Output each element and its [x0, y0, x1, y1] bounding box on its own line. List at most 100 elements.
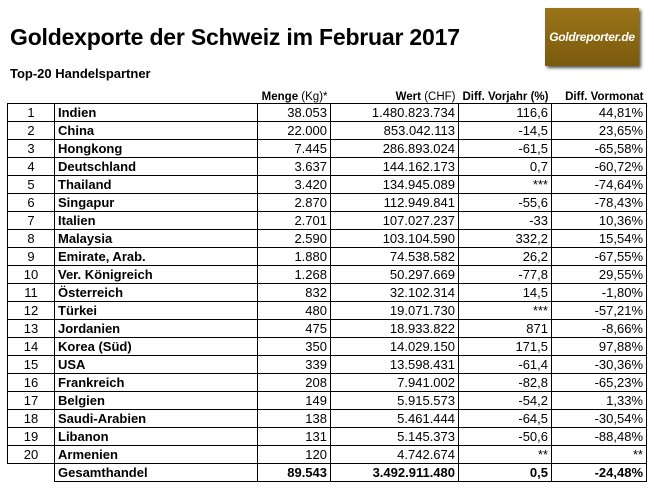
cell-wert: 144.162.173: [330, 157, 459, 176]
cell-rank: 7: [7, 211, 55, 230]
cell-menge: 480: [257, 301, 331, 320]
cell-menge: 2.590: [257, 229, 331, 248]
cell-menge: 22.000: [257, 121, 331, 140]
table-row: 20 Armenien 120 4.742.674 ** **: [7, 445, 647, 464]
cell-wert: 5.915.573: [330, 391, 459, 410]
subtitle: Top-20 Handelspartner: [10, 66, 151, 81]
cell-vorjahr: ***: [458, 301, 552, 320]
cell-vormonat: 29,55%: [551, 265, 647, 284]
cell-wert: 1.480.823.734: [330, 103, 459, 122]
cell-rank: 9: [7, 247, 55, 266]
cell-vorjahr: -14,5: [458, 121, 552, 140]
cell-rank: 19: [7, 427, 55, 446]
table-row: 18 Saudi-Arabien 138 5.461.444 -64,5 -30,54%: [7, 409, 647, 428]
cell-vorjahr: -61,5: [458, 139, 552, 158]
table-row: 13 Jordanien 475 18.933.822 871 -8,66%: [7, 319, 647, 338]
cell-rank: 4: [7, 157, 55, 176]
cell-vormonat: -30,36%: [551, 355, 647, 374]
cell-wert: 13.598.431: [330, 355, 459, 374]
cell-vorjahr: -54,2: [458, 391, 552, 410]
cell-country: Deutschland: [54, 157, 258, 176]
cell-rank: 11: [7, 283, 55, 302]
cell-vorjahr: 332,2: [458, 229, 552, 248]
cell-vormonat: -65,23%: [551, 373, 647, 392]
cell-rank: 10: [7, 265, 55, 284]
table-row: 11 Österreich 832 32.102.314 14,5 -1,80%: [7, 283, 647, 302]
table-row: 4 Deutschland 3.637 144.162.173 0,7 -60,72%: [7, 157, 647, 176]
table-row: 2 China 22.000 853.042.113 -14,5 23,65%: [7, 121, 647, 140]
header-menge: Menge (Kg)*: [261, 91, 328, 103]
goldreporter-logo: Goldreporter.de: [545, 8, 639, 66]
cell-menge: 350: [257, 337, 331, 356]
cell-vorjahr: -77,8: [458, 265, 552, 284]
cell-vorjahr: ***: [458, 175, 552, 194]
table-row: 8 Malaysia 2.590 103.104.590 332,2 15,54%: [7, 229, 647, 248]
cell-wert: 14.029.150: [330, 337, 459, 356]
cell-menge: 1.268: [257, 265, 331, 284]
table-row: 5 Thailand 3.420 134.945.089 *** -74,64%: [7, 175, 647, 194]
cell-vorjahr: **: [458, 445, 552, 464]
cell-vorjahr: 14,5: [458, 283, 552, 302]
cell-menge: 832: [257, 283, 331, 302]
table-row: 6 Singapur 2.870 112.949.841 -55,6 -78,43%: [7, 193, 647, 212]
gold-export-table: Menge (Kg)* Wert (CHF) Diff. Vorjahr (%)…: [7, 86, 647, 482]
cell-vormonat: -1,80%: [551, 283, 647, 302]
cell-vormonat: 15,54%: [551, 229, 647, 248]
cell-vormonat: 44,81%: [551, 103, 647, 122]
cell-vorjahr: -64,5: [458, 409, 552, 428]
cell-rank: 17: [7, 391, 55, 410]
cell-vormonat: 10,36%: [551, 211, 647, 230]
cell-vormonat: -8,66%: [551, 319, 647, 338]
cell-vormonat: -60,72%: [551, 157, 647, 176]
table-row: 7 Italien 2.701 107.027.237 -33 10,36%: [7, 211, 647, 230]
cell-country: Jordanien: [54, 319, 258, 338]
cell-rank: 14: [7, 337, 55, 356]
blank-cell: [7, 463, 55, 482]
cell-country: Emirate, Arab.: [54, 247, 258, 266]
cell-country: Italien: [54, 211, 258, 230]
cell-menge: 138: [257, 409, 331, 428]
cell-menge: 7.445: [257, 139, 331, 158]
cell-vormonat: 1,33%: [551, 391, 647, 410]
cell-vorjahr: -33: [458, 211, 552, 230]
cell-wert: 32.102.314: [330, 283, 459, 302]
cell-vorjahr: 116,6: [458, 103, 552, 122]
cell-wert: 50.297.669: [330, 265, 459, 284]
cell-vorjahr: -50,6: [458, 427, 552, 446]
cell-vorjahr: -61,4: [458, 355, 552, 374]
cell-vormonat: **: [551, 445, 647, 464]
header-wert: Wert (CHF): [395, 91, 456, 103]
cell-vormonat: -30,54%: [551, 409, 647, 428]
header-vormonat: Diff. Vormonat: [565, 91, 644, 103]
cell-vormonat: -67,55%: [551, 247, 647, 266]
table-row: 3 Hongkong 7.445 286.893.024 -61,5 -65,58%: [7, 139, 647, 158]
header-vorjahr: Diff. Vorjahr (%): [462, 91, 549, 103]
total-label: Gesamthandel: [54, 463, 258, 482]
cell-menge: 2.870: [257, 193, 331, 212]
table-row: 16 Frankreich 208 7.941.002 -82,8 -65,23%: [7, 373, 647, 392]
cell-rank: 13: [7, 319, 55, 338]
table-header: Menge (Kg)* Wert (CHF) Diff. Vorjahr (%)…: [8, 86, 647, 104]
cell-vorjahr: 0,7: [458, 157, 552, 176]
cell-wert: 107.027.237: [330, 211, 459, 230]
cell-menge: 3.637: [257, 157, 331, 176]
cell-country: Singapur: [54, 193, 258, 212]
cell-rank: 5: [7, 175, 55, 194]
cell-vormonat: -65,58%: [551, 139, 647, 158]
total-row: Gesamthandel 89.543 3.492.911.480 0,5 -24,48…: [7, 463, 647, 482]
total-vorjahr: 0,5: [458, 463, 552, 482]
cell-vorjahr: 871: [458, 319, 552, 338]
cell-menge: 120: [257, 445, 331, 464]
cell-country: Türkei: [54, 301, 258, 320]
cell-rank: 2: [7, 121, 55, 140]
cell-country: USA: [54, 355, 258, 374]
cell-country: Belgien: [54, 391, 258, 410]
table-row: 15 USA 339 13.598.431 -61,4 -30,36%: [7, 355, 647, 374]
cell-rank: 1: [7, 103, 55, 122]
cell-menge: 475: [257, 319, 331, 338]
cell-wert: 5.461.444: [330, 409, 459, 428]
cell-wert: 112.949.841: [330, 193, 459, 212]
cell-country: Korea (Süd): [54, 337, 258, 356]
cell-vormonat: -74,64%: [551, 175, 647, 194]
cell-wert: 5.145.373: [330, 427, 459, 446]
